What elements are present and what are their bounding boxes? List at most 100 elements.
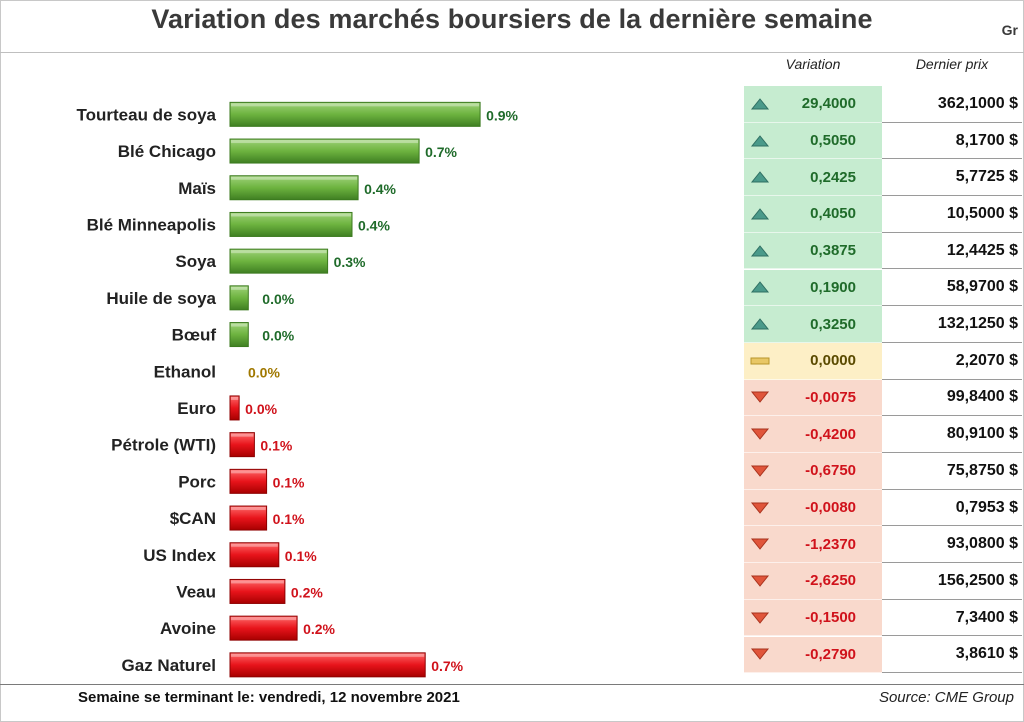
variation-value: -0,0075 (805, 388, 856, 406)
bar (229, 211, 353, 237)
data-label: 0.7% (431, 658, 463, 674)
arrow-up-icon (750, 244, 770, 258)
chart-title: Variation des marchés boursiers de la de… (151, 4, 873, 34)
bar (229, 175, 359, 201)
bar-highlight (231, 103, 480, 107)
price-value: 8,1700 $ (882, 123, 1022, 160)
bar-highlight (231, 396, 239, 400)
arrow-down-icon (750, 611, 770, 625)
category-label: Euro (177, 399, 216, 418)
bar (229, 468, 268, 494)
price-value: 5,7725 $ (882, 159, 1022, 197)
variation-value: -0,6750 (805, 462, 856, 480)
table-row: 0,2425 5,7725 $ (744, 159, 1022, 197)
category-label: Veau (176, 582, 216, 601)
variation-value: 0,2425 (810, 168, 856, 186)
table-row: 29,4000 362,1000 $ (744, 86, 1022, 123)
variation-value: 0,4050 (810, 205, 856, 223)
table-row: -0,0080 0,7953 $ (744, 489, 1022, 527)
bar (229, 505, 268, 531)
data-label: 0.0% (248, 364, 280, 380)
footer-week-ending: Semaine se terminant le: vendredi, 12 no… (78, 689, 460, 706)
category-label: Huile de soya (106, 289, 216, 308)
table-row: -2,6250 156,2500 $ (744, 563, 1022, 600)
data-label: 0.4% (364, 181, 396, 197)
category-label: Gaz Naturel (122, 656, 216, 675)
arrow-down-icon (750, 501, 770, 515)
data-label: 0.1% (260, 438, 292, 454)
bar (229, 248, 329, 274)
price-value: 99,8400 $ (882, 380, 1022, 417)
category-label: Ethanol (154, 362, 216, 381)
column-header-variation: Variation (785, 56, 841, 72)
table-row: -0,4200 80,9100 $ (744, 416, 1022, 453)
bar-highlight (231, 470, 266, 474)
variation-cell: 29,4000 (744, 86, 882, 123)
table-row: -1,2370 93,0800 $ (744, 526, 1022, 564)
arrow-up-icon (750, 207, 770, 221)
variation-cell: -2,6250 (744, 563, 882, 600)
variation-cell: -0,1500 (744, 599, 882, 637)
arrow-down-icon (750, 537, 770, 551)
data-label: 0.0% (245, 401, 277, 417)
bar-highlight (231, 176, 358, 180)
data-label: 0.2% (303, 621, 335, 637)
data-label: 0.0% (262, 291, 294, 307)
variation-cell: 0,3875 (744, 232, 882, 270)
table-row: 0,4050 10,5000 $ (744, 196, 1022, 233)
variation-cell: 0,3250 (744, 306, 882, 343)
price-value: 0,7953 $ (882, 490, 1022, 527)
price-value: 3,8610 $ (882, 637, 1022, 674)
flat-icon (750, 354, 770, 368)
data-label: 0.1% (285, 548, 317, 564)
variation-cell: -0,4200 (744, 416, 882, 453)
variation-value: -0,0080 (805, 499, 856, 517)
variation-value: -2,6250 (805, 572, 856, 590)
bar-highlight (231, 507, 266, 511)
column-header-price: Dernier prix (915, 56, 989, 72)
bar-highlight (231, 286, 248, 290)
bar-highlight (231, 580, 284, 584)
variation-cell: 0,4050 (744, 196, 882, 233)
arrow-down-icon (750, 390, 770, 404)
arrow-down-icon (750, 464, 770, 478)
data-label: 0.3% (334, 254, 366, 270)
table-row: 0,3250 132,1250 $ (744, 306, 1022, 343)
category-label: US Index (143, 546, 216, 565)
table-row: -0,0075 99,8400 $ (744, 379, 1022, 417)
variation-value: 0,0000 (810, 352, 856, 370)
variation-cell: -0,2790 (744, 636, 882, 674)
price-value: 362,1000 $ (882, 86, 1022, 123)
price-value: 80,9100 $ (882, 416, 1022, 453)
price-value: 58,9700 $ (882, 270, 1022, 307)
variation-value: -0,4200 (805, 425, 856, 443)
variation-cell: 0,2425 (744, 159, 882, 197)
variation-value: 0,1900 (810, 278, 856, 296)
bar-highlight (231, 433, 254, 437)
bar (229, 101, 481, 127)
arrow-down-icon (750, 574, 770, 588)
bar (229, 395, 240, 421)
variation-value: -0,2790 (805, 645, 856, 663)
data-label: 0.7% (425, 144, 457, 160)
category-label: Avoine (160, 619, 216, 638)
table-row: 0,1900 58,9700 $ (744, 269, 1022, 307)
arrow-up-icon (750, 280, 770, 294)
bar (229, 322, 249, 348)
table-row: 0,5050 8,1700 $ (744, 122, 1022, 160)
variation-value: 0,5050 (810, 132, 856, 150)
table-row: 0,3875 12,4425 $ (744, 232, 1022, 270)
title-divider (0, 52, 1024, 53)
category-label: Pétrole (WTI) (111, 436, 216, 455)
bar-highlight (231, 250, 327, 254)
bar (229, 652, 426, 678)
bar-highlight (231, 140, 419, 144)
variation-value: 0,3875 (810, 242, 856, 260)
category-label: Tourteau de soya (77, 105, 217, 124)
corner-text: Gr (1001, 22, 1018, 38)
price-value: 10,5000 $ (882, 196, 1022, 233)
bar (229, 432, 255, 458)
bar (229, 578, 286, 604)
variation-cell: -1,2370 (744, 526, 882, 564)
variation-cell: 0,1900 (744, 269, 882, 307)
